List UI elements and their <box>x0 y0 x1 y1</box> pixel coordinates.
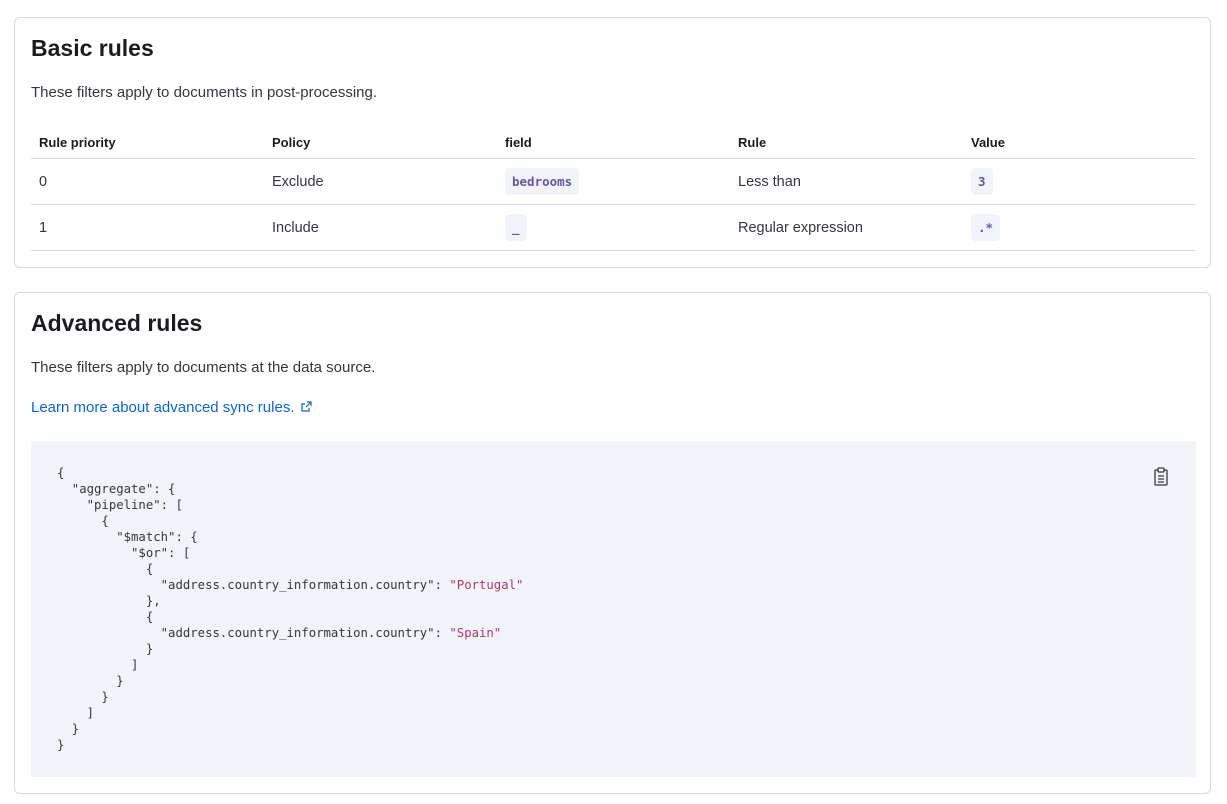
code-text: } <box>57 642 154 656</box>
code-text: ] <box>57 706 95 720</box>
code-line: ] <box>57 706 94 720</box>
code-line: } <box>57 738 64 752</box>
code-text: { <box>57 514 109 528</box>
column-header-rule: Rule <box>730 126 963 159</box>
rule-cell: Less than <box>730 158 963 205</box>
column-header-value: Value <box>963 126 1196 159</box>
code-line: "address.country_information.country": "… <box>57 626 502 640</box>
code-line: } <box>57 674 124 688</box>
code-line: } <box>57 690 109 704</box>
advanced-rules-description: These filters apply to documents at the … <box>31 359 376 376</box>
value-cell: .* <box>963 204 1196 251</box>
code-text: ] <box>57 658 139 672</box>
code-line: { <box>57 466 64 480</box>
code-block: { "aggregate": { "pipeline": [ { "$match… <box>31 441 1196 777</box>
value-code: 3 <box>971 168 993 195</box>
code-text: } <box>57 738 65 752</box>
code-text: } <box>57 674 124 688</box>
code-line: "$or": [ <box>57 546 190 560</box>
code-content: { "aggregate": { "pipeline": [ { "$match… <box>57 465 523 753</box>
code-text: "address.country_information.country": <box>57 626 450 640</box>
basic-rules-table: Rule priority Policy field Rule Value 0 … <box>31 126 1196 251</box>
code-string: "Spain" <box>449 626 502 640</box>
table-row: 1 Include _ Regular expression .* <box>31 204 1196 251</box>
link-label: Learn more about advanced sync rules. <box>31 399 295 416</box>
code-text: } <box>57 690 109 704</box>
field-code: bedrooms <box>505 168 580 195</box>
clipboard-icon[interactable] <box>1152 467 1170 487</box>
code-line: } <box>57 642 153 656</box>
advanced-rules-title: Advanced rules <box>31 310 203 336</box>
code-line: "address.country_information.country": "… <box>57 578 524 592</box>
code-line: } <box>57 722 79 736</box>
code-line: "aggregate": { <box>57 482 176 496</box>
basic-rules-title: Basic rules <box>31 35 154 61</box>
advanced-sync-rules-link[interactable]: Learn more about advanced sync rules. <box>31 399 312 416</box>
code-text: } <box>57 722 80 736</box>
code-text: "pipeline": [ <box>57 498 183 512</box>
code-line: "pipeline": [ <box>57 498 183 512</box>
code-text: "address.country_information.country": <box>57 578 450 592</box>
field-code: _ <box>505 214 527 241</box>
code-text: { <box>57 610 154 624</box>
code-text: }, <box>57 594 161 608</box>
external-link-icon <box>300 401 312 415</box>
basic-rules-description: These filters apply to documents in post… <box>31 84 378 101</box>
policy-cell: Exclude <box>264 158 497 205</box>
rule-priority-cell: 0 <box>31 158 264 205</box>
code-line: "$match": { <box>57 530 198 544</box>
code-line: }, <box>57 594 161 608</box>
code-text: "$match": { <box>57 530 198 544</box>
code-string: "Portugal" <box>449 578 524 592</box>
field-cell: _ <box>497 204 730 251</box>
column-header-field: field <box>497 126 730 159</box>
policy-cell: Include <box>264 204 497 251</box>
field-cell: bedrooms <box>497 158 730 205</box>
advanced-rules-panel: Advanced rules These filters apply to do… <box>14 292 1211 794</box>
rule-cell: Regular expression <box>730 204 963 251</box>
code-line: { <box>57 562 153 576</box>
column-header-policy: Policy <box>264 126 497 159</box>
code-text: "$or": [ <box>57 546 191 560</box>
rule-priority-cell: 1 <box>31 204 264 251</box>
column-header-rule-priority: Rule priority <box>31 126 264 159</box>
value-code: .* <box>971 214 1001 241</box>
code-line: ] <box>57 658 138 672</box>
value-cell: 3 <box>963 158 1196 205</box>
table-header-row: Rule priority Policy field Rule Value <box>31 126 1196 159</box>
basic-rules-panel: Basic rules These filters apply to docum… <box>14 17 1211 268</box>
code-text: { <box>57 466 65 480</box>
code-text: { <box>57 562 154 576</box>
code-line: { <box>57 610 153 624</box>
table-row: 0 Exclude bedrooms Less than 3 <box>31 158 1196 205</box>
code-line: { <box>57 514 109 528</box>
code-text: "aggregate": { <box>57 482 176 496</box>
